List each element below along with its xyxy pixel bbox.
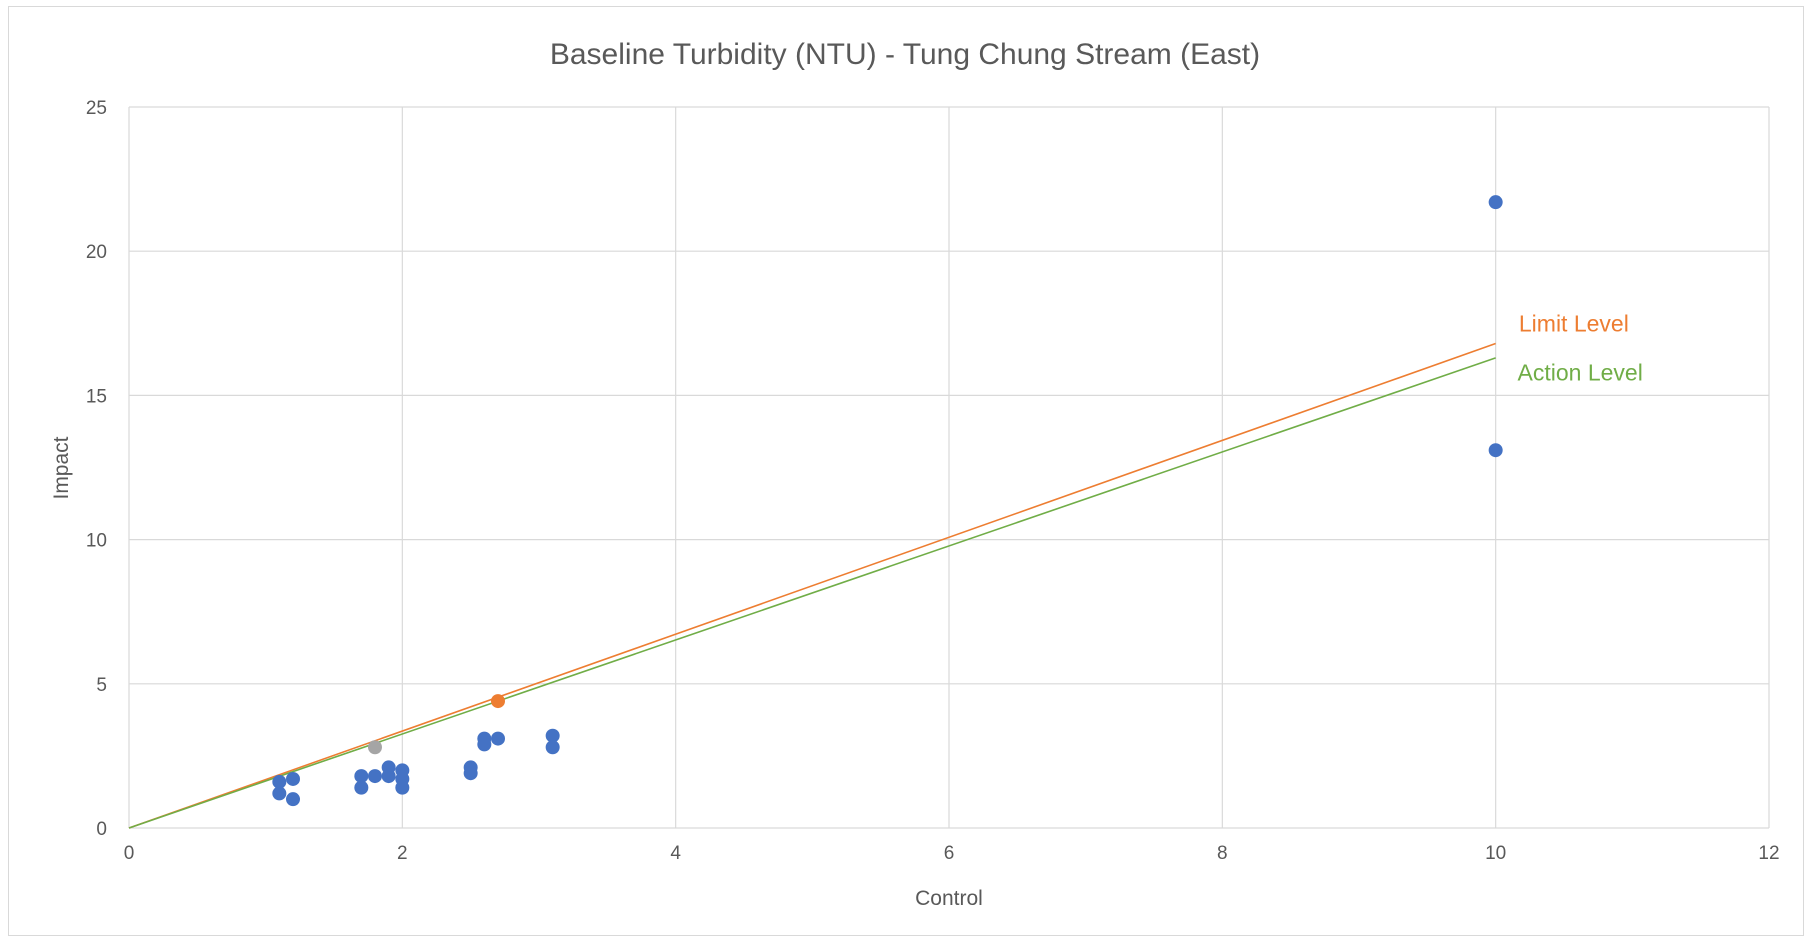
highlight-point bbox=[368, 740, 382, 755]
level-lines bbox=[128, 342, 1496, 829]
level-line-limit-level bbox=[128, 342, 1496, 829]
x-axis-title: Control bbox=[915, 887, 983, 910]
x-tick-label: 4 bbox=[670, 843, 681, 864]
x-tick-label: 6 bbox=[944, 843, 955, 864]
x-tick-label: 12 bbox=[1758, 843, 1779, 864]
x-tick-label: 10 bbox=[1485, 843, 1506, 864]
y-tick-label: 0 bbox=[96, 819, 107, 840]
data-point bbox=[1488, 443, 1503, 458]
y-axis-title: Impact bbox=[50, 436, 73, 499]
data-point bbox=[272, 786, 287, 801]
annotations: Limit Level Action Level bbox=[1518, 310, 1643, 385]
data-point bbox=[286, 792, 300, 807]
y-tick-label: 5 bbox=[96, 675, 107, 696]
y-tick-label: 20 bbox=[86, 242, 107, 263]
data-point bbox=[286, 771, 300, 786]
y-tick-label: 25 bbox=[86, 98, 107, 119]
x-tick-label: 0 bbox=[124, 843, 135, 864]
data-point bbox=[368, 769, 382, 784]
data-point bbox=[395, 780, 410, 795]
data-point bbox=[463, 766, 478, 781]
axes: 0 2 4 6 8 10 12 0 5 10 15 20 25 bbox=[86, 98, 1780, 864]
x-tick-label: 2 bbox=[397, 843, 408, 864]
chart-frame bbox=[8, 6, 1804, 936]
grid-lines bbox=[128, 106, 1770, 829]
data-point bbox=[1488, 195, 1503, 210]
y-tick-label: 15 bbox=[86, 386, 107, 407]
data-point bbox=[381, 769, 396, 784]
data-point bbox=[545, 740, 560, 755]
x-tick-label: 8 bbox=[1217, 843, 1228, 864]
data-point bbox=[354, 769, 369, 784]
data-point bbox=[545, 728, 560, 743]
data-point bbox=[272, 774, 287, 789]
data-points bbox=[272, 195, 1503, 807]
data-point bbox=[354, 780, 369, 795]
data-point bbox=[477, 737, 492, 752]
annotation-action-level: Action Level bbox=[1518, 359, 1643, 385]
highlight-point bbox=[491, 694, 505, 709]
annotation-limit-level: Limit Level bbox=[1519, 310, 1629, 336]
data-point bbox=[491, 731, 505, 746]
y-tick-label: 10 bbox=[86, 531, 107, 552]
level-line-action-level bbox=[128, 357, 1496, 829]
chart-title: Baseline Turbidity (NTU) - Tung Chung St… bbox=[550, 38, 1260, 71]
